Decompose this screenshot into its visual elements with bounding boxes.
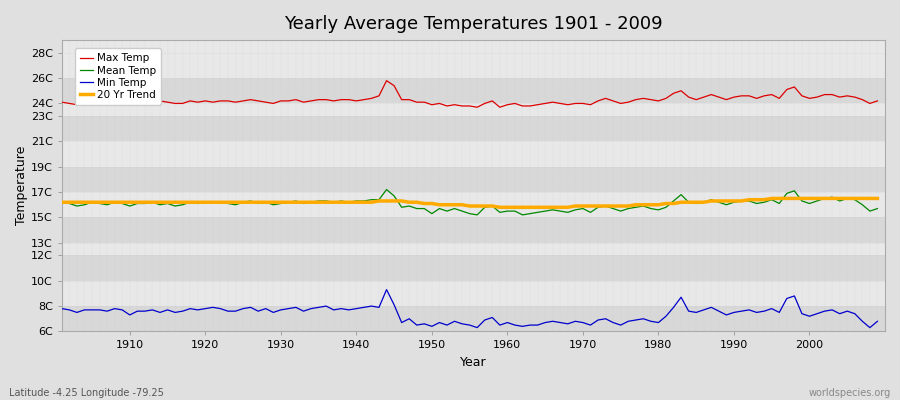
Bar: [62, 281, 885, 306]
Max Temp: [117, 101, 128, 106]
20 Yr Trend: [766, 196, 777, 201]
Mean Temp: [509, 209, 520, 214]
Title: Yearly Average Temperatures 1901 - 2009: Yearly Average Temperatures 1901 - 2009: [284, 15, 662, 33]
Line: Max Temp: Max Temp: [62, 81, 878, 107]
Bar: [62, 306, 885, 332]
Max Temp: [509, 101, 520, 106]
Mean Temp: [382, 187, 392, 192]
20 Yr Trend: [117, 200, 128, 205]
Min Temp: [472, 325, 482, 330]
Mean Temp: [57, 200, 68, 205]
Legend: Max Temp, Mean Temp, Min Temp, 20 Yr Trend: Max Temp, Mean Temp, Min Temp, 20 Yr Tre…: [76, 48, 161, 105]
Min Temp: [608, 320, 618, 325]
Bar: [62, 218, 885, 243]
20 Yr Trend: [328, 200, 339, 205]
Min Temp: [872, 319, 883, 324]
Min Temp: [283, 306, 293, 311]
Bar: [62, 167, 885, 192]
Bar: [62, 53, 885, 78]
Mean Temp: [283, 200, 293, 205]
20 Yr Trend: [502, 205, 513, 210]
Max Temp: [328, 98, 339, 103]
20 Yr Trend: [494, 205, 505, 210]
Bar: [62, 78, 885, 104]
Max Temp: [382, 78, 392, 83]
Bar: [62, 116, 885, 142]
Line: Mean Temp: Mean Temp: [62, 190, 878, 215]
Mean Temp: [472, 212, 482, 217]
Mean Temp: [328, 200, 339, 205]
Bar: [62, 192, 885, 218]
Text: worldspecies.org: worldspecies.org: [809, 388, 891, 398]
20 Yr Trend: [509, 205, 520, 210]
20 Yr Trend: [600, 204, 611, 208]
Max Temp: [472, 105, 482, 110]
Text: Latitude -4.25 Longitude -79.25: Latitude -4.25 Longitude -79.25: [9, 388, 164, 398]
Bar: [62, 142, 885, 167]
Max Temp: [283, 98, 293, 103]
Mean Temp: [518, 212, 528, 217]
20 Yr Trend: [872, 196, 883, 201]
Min Temp: [518, 324, 528, 329]
Max Temp: [57, 100, 68, 104]
Min Temp: [117, 308, 128, 312]
X-axis label: Year: Year: [460, 356, 487, 369]
Y-axis label: Temperature: Temperature: [15, 146, 28, 226]
Min Temp: [509, 323, 520, 328]
20 Yr Trend: [57, 200, 68, 205]
Min Temp: [382, 287, 392, 292]
20 Yr Trend: [283, 200, 293, 205]
Line: 20 Yr Trend: 20 Yr Trend: [62, 198, 878, 207]
Max Temp: [872, 98, 883, 103]
Min Temp: [328, 308, 339, 312]
Mean Temp: [872, 206, 883, 211]
Bar: [62, 256, 885, 281]
Max Temp: [518, 104, 528, 108]
Mean Temp: [608, 206, 618, 211]
Min Temp: [57, 306, 68, 311]
Max Temp: [608, 98, 618, 103]
Line: Min Temp: Min Temp: [62, 290, 878, 328]
Mean Temp: [117, 201, 128, 206]
Bar: [62, 243, 885, 256]
Bar: [62, 104, 885, 116]
